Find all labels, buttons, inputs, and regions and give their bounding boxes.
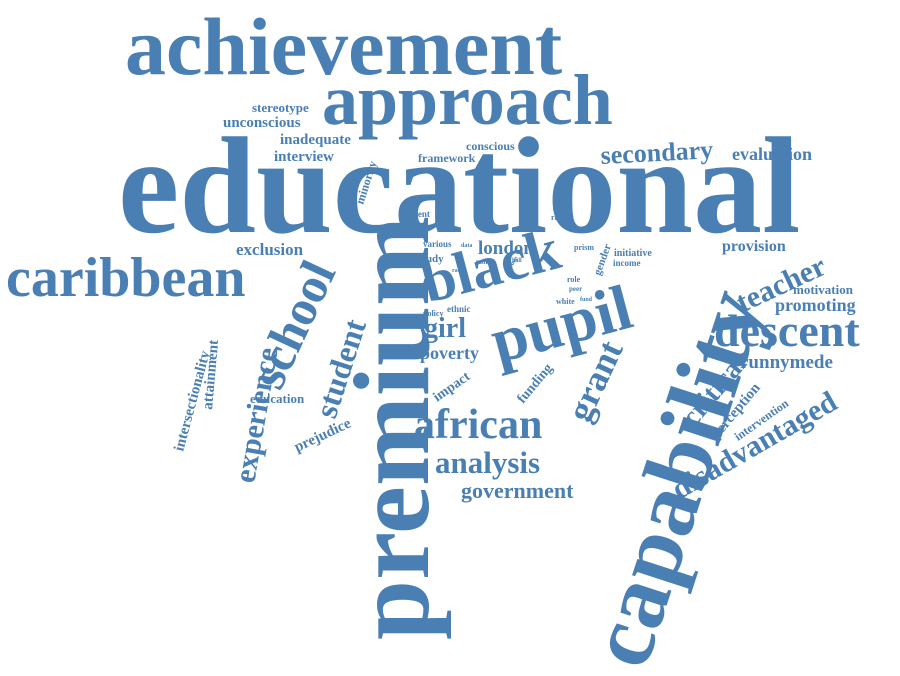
word-secondary: secondary — [600, 135, 714, 170]
word-data: data — [461, 243, 472, 249]
word-fund: fund — [580, 297, 593, 303]
word-initiative: initiative — [614, 248, 652, 259]
word-framework: framework — [418, 151, 476, 165]
word-inadequate: inadequate — [280, 132, 351, 148]
word-promoting: promoting — [775, 295, 856, 315]
word-current: current — [401, 209, 430, 219]
word-ethnic: ethnic — [447, 304, 471, 314]
word-racial: racial — [551, 213, 571, 222]
word-more: more — [476, 258, 491, 266]
word-attainment: attainment — [200, 339, 222, 410]
word-runnymede: runnymede — [740, 352, 833, 373]
word-exclusion: exclusion — [236, 240, 304, 259]
word-stereotype: stereotype — [252, 100, 309, 115]
word-conscious: conscious — [466, 139, 515, 153]
word-prism: prism — [574, 243, 594, 252]
word-achievement: achievement — [125, 1, 562, 92]
word-provision: provision — [722, 238, 786, 255]
word-education: education — [250, 391, 305, 406]
word-study: study — [418, 253, 444, 265]
word-interview: interview — [274, 149, 334, 165]
word-evaluation: evaluation — [732, 144, 812, 164]
word-various: various — [423, 239, 452, 249]
word-caribbean: caribbean — [6, 247, 246, 309]
word-descent: descent — [714, 305, 860, 356]
word-motivation: motivation — [793, 282, 854, 297]
word-poverty: poverty — [420, 343, 479, 363]
word-government: government — [461, 478, 574, 503]
word-income: income — [613, 258, 641, 268]
word-london: london — [478, 238, 534, 259]
word-premium: premium — [333, 216, 452, 640]
word-race: race — [452, 268, 463, 274]
word-unconscious: unconscious — [223, 115, 301, 131]
word-girl: girl — [424, 313, 466, 344]
word-experience: experience — [228, 345, 284, 485]
word-african: african — [414, 402, 542, 448]
word-peer: peer — [569, 285, 582, 293]
word-white: white — [556, 297, 575, 306]
word-educational: educational — [118, 109, 800, 262]
word-hall: hall — [512, 258, 522, 264]
word-analysis: analysis — [435, 445, 540, 480]
word-policy: policy — [423, 309, 443, 318]
word-role: role — [567, 275, 581, 284]
word-approach: approach — [322, 60, 613, 140]
